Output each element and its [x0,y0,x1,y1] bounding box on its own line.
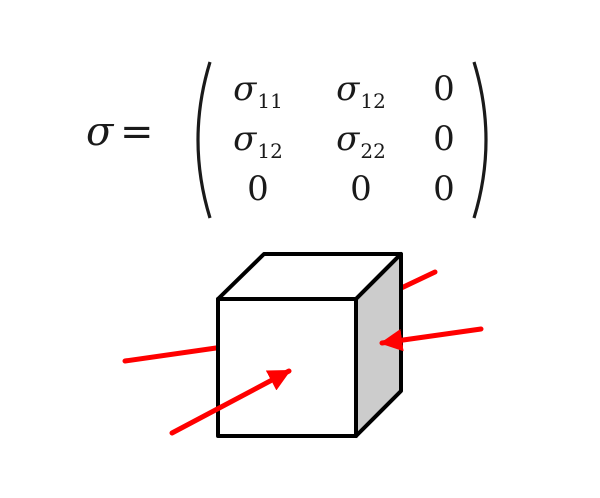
matrix-cell-1-1: σ11 [233,69,283,113]
sigma-symbol: σ [86,109,114,155]
cube-front-face [216,297,358,438]
force-arrow-side [379,326,484,352]
force-arrow-left [122,343,233,364]
stress-tensor-equation: σ = σ11 σ12 0 σ12 σ22 0 0 0 0 [0,0,600,230]
equals-sign: = [120,109,154,155]
matrix-cell-2-2: σ22 [336,119,386,163]
force-arrow-front [169,368,292,436]
stressed-cube-diagram [122,252,484,438]
matrix-cell-3-3: 0 [433,169,455,209]
matrix-cell-2-1: σ12 [233,119,283,163]
matrix-cell-2-3: 0 [433,119,455,159]
left-parenthesis [196,61,212,219]
right-parenthesis [472,61,488,219]
matrix-cell-3-1: 0 [247,169,269,209]
matrix-cell-1-3: 0 [433,69,455,109]
matrix-cell-3-2: 0 [350,169,372,209]
matrix-cell-1-2: σ12 [336,69,386,113]
